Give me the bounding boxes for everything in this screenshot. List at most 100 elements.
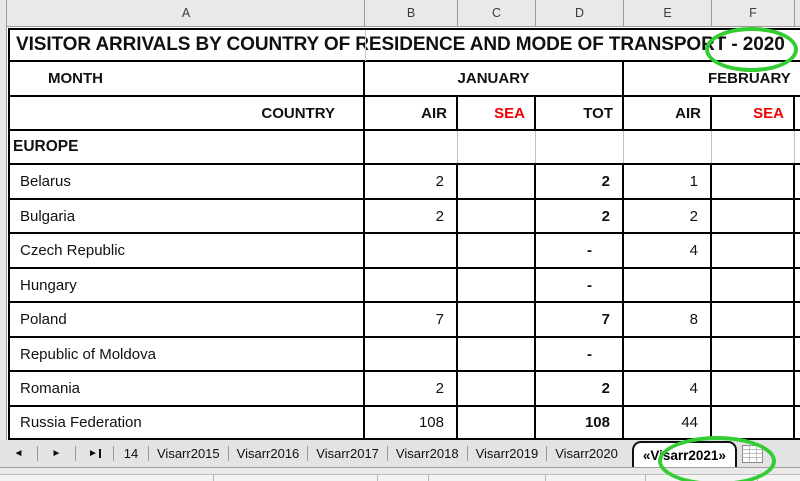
- tab-scroll-end-icon[interactable]: ►: [76, 448, 113, 459]
- country-name-cell[interactable]: Russia Federation: [10, 407, 365, 438]
- country-name-cell[interactable]: Czech Republic: [10, 234, 365, 267]
- feb-air-cell[interactable]: 4: [624, 372, 712, 405]
- jan-sea-cell[interactable]: [458, 338, 536, 370]
- jan-tot-cell[interactable]: 2: [536, 165, 624, 198]
- cell[interactable]: [365, 131, 458, 163]
- jan-sea-cell[interactable]: [458, 234, 536, 267]
- jan-air-cell[interactable]: [365, 338, 458, 370]
- january-header-cell[interactable]: JANUARY: [365, 62, 624, 95]
- cell[interactable]: [795, 303, 800, 336]
- jan-sea-cell[interactable]: [458, 372, 536, 405]
- jan-tot-cell[interactable]: -: [536, 269, 624, 301]
- jan-tot-cell[interactable]: 108: [536, 407, 624, 438]
- cell[interactable]: [795, 338, 800, 370]
- feb-air-cell[interactable]: 2: [624, 200, 712, 232]
- jan-sea-cell[interactable]: [458, 303, 536, 336]
- country-name-cell[interactable]: Belarus: [10, 165, 365, 198]
- feb-sea-cell[interactable]: [712, 269, 795, 301]
- sheet-tab-visarr2020[interactable]: Visarr2020: [555, 446, 618, 461]
- subheader-row: COUNTRY AIR SEA TOT AIR SEA: [10, 97, 800, 131]
- jan-sea-cell[interactable]: [458, 200, 536, 232]
- cell[interactable]: [795, 200, 800, 232]
- jan-sea-cell[interactable]: [458, 165, 536, 198]
- gridline: [428, 475, 429, 481]
- end-bar: [98, 449, 101, 458]
- cell[interactable]: [795, 407, 800, 438]
- cell[interactable]: [624, 131, 712, 163]
- column-header-c[interactable]: C: [458, 0, 536, 26]
- cell[interactable]: [712, 131, 795, 163]
- sheet-title-cell[interactable]: VISITOR ARRIVALS BY COUNTRY OF RESIDENCE…: [16, 34, 785, 55]
- tab-scroll-right-icon[interactable]: ►: [51, 448, 62, 459]
- sheet-tab-visarr2018[interactable]: Visarr2018: [395, 446, 459, 461]
- feb-sea-cell[interactable]: [712, 200, 795, 232]
- cell[interactable]: [795, 97, 800, 129]
- country-name-cell[interactable]: Bulgaria: [10, 200, 365, 232]
- sheet-tab-visarr2015[interactable]: Visarr2015: [157, 446, 220, 461]
- jan-air-cell[interactable]: 2: [365, 200, 458, 232]
- column-header-b[interactable]: B: [365, 0, 458, 26]
- jan-tot-cell[interactable]: 2: [536, 200, 624, 232]
- feb-air-cell[interactable]: [624, 269, 712, 301]
- month-label-cell[interactable]: MONTH: [10, 62, 365, 95]
- feb-air-cell[interactable]: 8: [624, 303, 712, 336]
- feb-sea-cell[interactable]: [712, 407, 795, 438]
- feb-air-cell[interactable]: 44: [624, 407, 712, 438]
- jan-air-cell[interactable]: 2: [365, 372, 458, 405]
- cell[interactable]: [795, 269, 800, 301]
- table-row: Belarus 2 2 1: [10, 165, 800, 200]
- column-header-a[interactable]: A: [8, 0, 365, 26]
- sheet-tab-visarr2017[interactable]: Visarr2017: [316, 446, 379, 461]
- column-header-e[interactable]: E: [624, 0, 712, 26]
- jan-sea-cell[interactable]: [458, 269, 536, 301]
- feb-sea-cell[interactable]: [712, 303, 795, 336]
- feb-air-cell[interactable]: 4: [624, 234, 712, 267]
- jan-air-cell[interactable]: [365, 234, 458, 267]
- jan-tot-cell[interactable]: -: [536, 234, 624, 267]
- country-name-cell[interactable]: Romania: [10, 372, 365, 405]
- cell[interactable]: [795, 131, 800, 163]
- section-row-europe: EUROPE: [10, 131, 800, 165]
- country-name-cell[interactable]: Republic of Moldova: [10, 338, 365, 370]
- column-header-f[interactable]: F: [712, 0, 795, 26]
- jan-sea-header[interactable]: SEA: [458, 97, 536, 129]
- jan-air-cell[interactable]: 7: [365, 303, 458, 336]
- tab-overflow-count[interactable]: 14: [123, 446, 139, 461]
- jan-air-cell[interactable]: 108: [365, 407, 458, 438]
- jan-tot-cell[interactable]: 7: [536, 303, 624, 336]
- jan-air-header[interactable]: AIR: [365, 97, 458, 129]
- country-name-cell[interactable]: Poland: [10, 303, 365, 336]
- cell[interactable]: [795, 372, 800, 405]
- table-row: Hungary -: [10, 269, 800, 303]
- feb-sea-cell[interactable]: [712, 234, 795, 267]
- cell[interactable]: [458, 131, 536, 163]
- jan-tot-cell[interactable]: 2: [536, 372, 624, 405]
- cell[interactable]: [795, 234, 800, 267]
- feb-air-cell[interactable]: 1: [624, 165, 712, 198]
- feb-air-cell[interactable]: [624, 338, 712, 370]
- divider: [546, 446, 548, 461]
- feb-sea-cell[interactable]: [712, 372, 795, 405]
- country-name-cell[interactable]: Hungary: [10, 269, 365, 301]
- gridline: [545, 475, 546, 481]
- section-label-cell[interactable]: EUROPE: [10, 131, 365, 163]
- february-header-cell[interactable]: FEBRUARY: [708, 70, 791, 87]
- cell[interactable]: [795, 165, 800, 198]
- jan-tot-cell[interactable]: -: [536, 338, 624, 370]
- sheet-tab-visarr2019[interactable]: Visarr2019: [475, 446, 539, 461]
- jan-tot-header[interactable]: TOT: [536, 97, 624, 129]
- feb-sea-header[interactable]: SEA: [712, 97, 795, 129]
- cell[interactable]: [536, 131, 624, 163]
- jan-air-cell[interactable]: [365, 269, 458, 301]
- gridline: [377, 475, 378, 481]
- feb-air-header[interactable]: AIR: [624, 97, 712, 129]
- arrow-glyph: ►: [88, 448, 98, 459]
- column-header-d[interactable]: D: [536, 0, 624, 26]
- feb-sea-cell[interactable]: [712, 338, 795, 370]
- country-label-cell[interactable]: COUNTRY: [10, 97, 365, 129]
- jan-air-cell[interactable]: 2: [365, 165, 458, 198]
- jan-sea-cell[interactable]: [458, 407, 536, 438]
- sheet-tab-visarr2016[interactable]: Visarr2016: [236, 446, 300, 461]
- feb-sea-cell[interactable]: [712, 165, 795, 198]
- tab-scroll-left-icon[interactable]: ◄: [13, 448, 24, 459]
